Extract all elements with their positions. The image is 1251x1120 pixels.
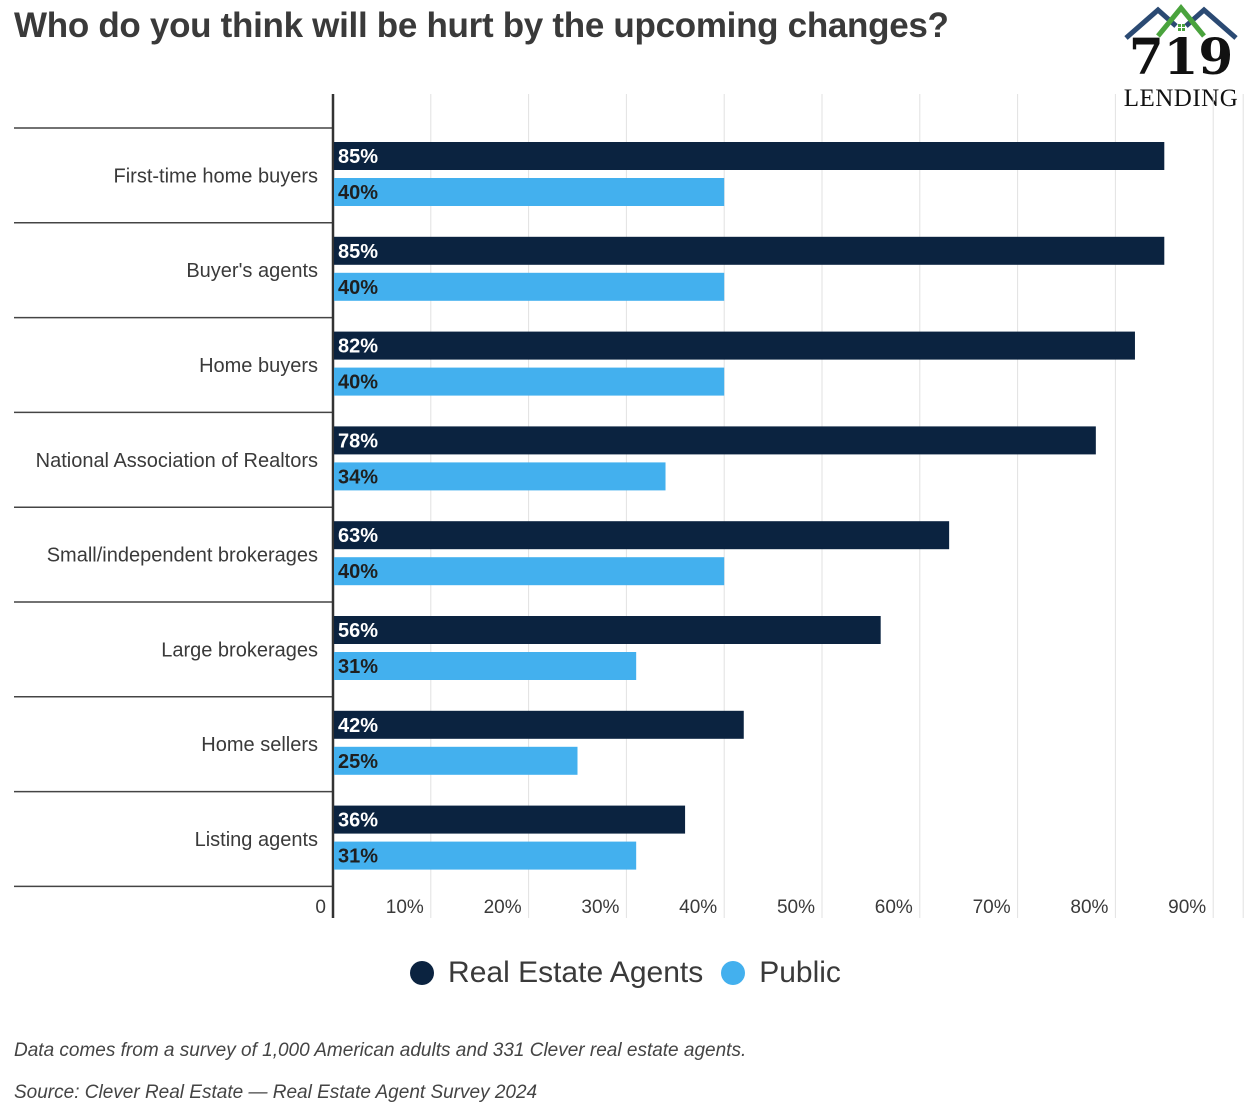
labels: First-time home buyers 85% 40% Buyer's agen…	[36, 146, 1207, 918]
bar-agents	[334, 331, 1135, 360]
x-tick-label: 40%	[679, 897, 717, 918]
x-tick-label: 70%	[973, 897, 1011, 918]
legend-label-public: Public	[759, 956, 841, 989]
bar-agents	[334, 426, 1096, 455]
bar-public	[334, 367, 725, 396]
x-tick-label: 0	[315, 897, 326, 918]
category-label: Home sellers	[201, 734, 318, 756]
data-label: 78%	[338, 430, 378, 452]
data-label: 85%	[338, 146, 378, 168]
data-label: 40%	[338, 561, 378, 583]
bar-agents	[334, 805, 686, 834]
x-tick-label: 30%	[581, 897, 619, 918]
x-tick-label: 80%	[1070, 897, 1108, 918]
logo-number: 719	[1128, 27, 1234, 86]
category-label: Listing agents	[195, 829, 318, 851]
bars	[334, 142, 1165, 870]
bar-agents	[334, 236, 1165, 265]
data-label: 36%	[338, 810, 378, 832]
bar-public	[334, 841, 637, 870]
data-label: 63%	[338, 525, 378, 547]
data-label: 40%	[338, 182, 378, 204]
bar-public	[334, 178, 725, 206]
category-separators	[14, 94, 335, 918]
chart-legend: Real Estate Agents Public	[0, 956, 1251, 990]
bar-chart: First-time home buyers 85% 40% Buyer's agen…	[14, 94, 1244, 918]
legend-swatch-agents	[410, 961, 435, 985]
category-label: Small/independent brokerages	[47, 545, 318, 567]
category-label: Home buyers	[199, 355, 318, 377]
x-tick-label: 90%	[1168, 897, 1206, 918]
logo-wordmark: LENDING	[1123, 85, 1239, 112]
data-label: 40%	[338, 277, 378, 299]
chart-title: Who do you think will be hurt by the upc…	[14, 6, 949, 45]
data-label: 40%	[338, 372, 378, 394]
legend-swatch-public	[721, 961, 746, 985]
house-roof-icon	[1124, 4, 1238, 40]
bar-public	[334, 272, 725, 301]
legend-label-agents: Real Estate Agents	[448, 956, 704, 989]
x-tick-label: 60%	[875, 897, 913, 918]
bar-public	[334, 746, 578, 775]
category-label: Large brokerages	[161, 639, 318, 661]
bar-agents	[334, 142, 1165, 170]
legend-item-agents: Real Estate Agents	[410, 956, 703, 990]
data-label: 42%	[338, 715, 378, 737]
data-label: 56%	[338, 620, 378, 642]
bar-public	[334, 652, 637, 680]
gridlines	[430, 94, 1244, 918]
data-label: 25%	[338, 751, 378, 773]
bar-agents	[334, 521, 950, 550]
x-tick-label: 20%	[484, 897, 522, 918]
bar-agents	[334, 710, 744, 739]
x-tick-label: 50%	[777, 897, 815, 918]
data-label: 31%	[338, 846, 378, 868]
x-tick-label: 10%	[386, 897, 424, 918]
bar-public	[334, 462, 666, 491]
data-label: 31%	[338, 656, 378, 678]
category-label: First-time home buyers	[114, 165, 319, 187]
footnote: Data comes from a survey of 1,000 Americ…	[14, 1040, 747, 1061]
category-label: National Association of Realtors	[36, 450, 318, 472]
category-label: Buyer's agents	[186, 260, 318, 282]
legend-item-public: Public	[721, 956, 841, 990]
bar-agents	[334, 616, 881, 644]
data-label: 82%	[338, 336, 378, 358]
brand-logo: 719 LENDING	[1112, 2, 1250, 114]
source-note: Source: Clever Real Estate — Real Estate…	[14, 1082, 538, 1103]
bar-public	[334, 557, 725, 586]
data-label: 85%	[338, 241, 378, 263]
data-label: 34%	[338, 466, 378, 488]
